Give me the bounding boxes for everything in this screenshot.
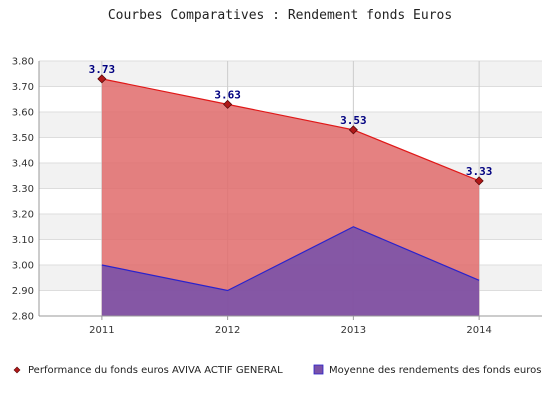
series-markers: [97, 74, 484, 186]
legend-label-performance: Performance du fonds euros AVIVA ACTIF G…: [28, 365, 283, 376]
x-tick-label: 2012: [215, 325, 240, 336]
series-0-line: [101, 78, 480, 182]
data-label: 3.73: [89, 63, 116, 76]
data-labels: 3.73 3.63 3.53 3.33: [89, 63, 493, 178]
data-point-marker: [348, 125, 358, 135]
y-tick-label: 3.60: [12, 108, 34, 119]
data-point-marker: [97, 74, 107, 84]
y-tick-label: 3.30: [12, 184, 34, 195]
y-tick-labels: 2.80 2.90 3.00 3.10 3.20 3.30 3.40 3.50 3.60 3.70…: [12, 57, 34, 323]
series-1-line: [101, 226, 480, 292]
y-tick-label: 3.00: [12, 261, 34, 272]
data-label: 3.33: [466, 165, 493, 178]
legend-swatch-icon: [313, 364, 324, 375]
data-point-marker: [474, 176, 484, 186]
y-tick-label: 3.20: [12, 210, 34, 221]
y-tick-label: 3.70: [12, 82, 34, 93]
legend-item-performance: Performance du fonds euros AVIVA ACTIF G…: [13, 365, 283, 376]
legend: Performance du fonds euros AVIVA ACTIF G…: [13, 364, 541, 376]
data-label: 3.63: [214, 88, 241, 101]
x-tick-label: 2011: [89, 325, 114, 336]
series-areas: [101, 78, 480, 316]
series-1-area: [101, 226, 480, 316]
legend-label-average: Moyenne des rendements des fonds euros: [329, 365, 541, 376]
data-point-marker: [223, 99, 233, 109]
series-lines: [101, 78, 480, 292]
x-tick-labels: 2011 2012 2013 2014: [89, 325, 492, 336]
y-tick-label: 3.40: [12, 159, 34, 170]
axes: [38, 61, 542, 320]
x-tick-label: 2013: [341, 325, 366, 336]
legend-diamond-icon: [13, 366, 21, 374]
grid-band: [39, 61, 542, 87]
x-tick-label: 2014: [466, 325, 491, 336]
y-tick-label: 2.90: [12, 286, 34, 297]
y-tick-label: 3.80: [12, 57, 34, 68]
chart-title: Courbes Comparatives : Rendement fonds E…: [108, 8, 452, 23]
legend-item-average: Moyenne des rendements des fonds euros: [313, 364, 541, 376]
y-tick-label: 3.50: [12, 133, 34, 144]
y-tick-label: 2.80: [12, 312, 34, 323]
y-tick-label: 3.10: [12, 235, 34, 246]
data-label: 3.53: [340, 114, 367, 127]
